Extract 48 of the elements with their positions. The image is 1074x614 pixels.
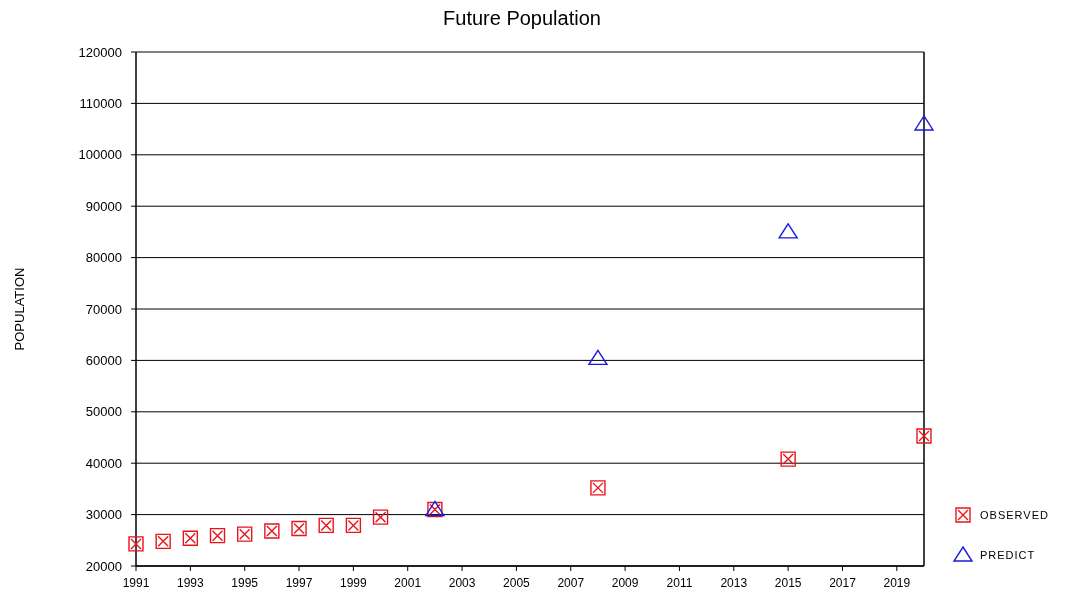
point — [590, 480, 606, 496]
point — [588, 349, 608, 366]
point — [209, 527, 226, 544]
legend-entry: PREDICT — [952, 545, 1036, 562]
x-tick-label: 2011 — [666, 576, 693, 590]
legend-label: PREDICT — [980, 548, 1036, 561]
y-tick-label: 20000 — [85, 558, 122, 574]
point — [778, 223, 798, 239]
y-tick-label: 40000 — [85, 455, 122, 471]
x-tick-label: 1997 — [285, 576, 313, 590]
x-tick-label: 1999 — [340, 576, 368, 590]
y-tick-label: 70000 — [85, 301, 122, 317]
y-tick-label: 80000 — [85, 250, 122, 266]
x-tick-label: 2009 — [611, 576, 639, 590]
point — [182, 530, 199, 546]
point — [236, 526, 253, 542]
y-tick-label: 120000 — [78, 44, 122, 60]
x-tick-label: 1991 — [122, 576, 150, 590]
chart-title: Future Population — [443, 7, 601, 29]
y-tick-label: 90000 — [85, 198, 122, 214]
x-tick-label: 2013 — [720, 576, 748, 590]
point — [372, 509, 389, 525]
x-tick-label: 2007 — [557, 576, 585, 590]
point — [155, 533, 171, 550]
point — [345, 517, 362, 534]
x-tick-label: 1993 — [176, 576, 205, 590]
point — [916, 428, 932, 444]
x-tick-label: 2015 — [774, 576, 802, 590]
y-tick-label: 110000 — [79, 95, 122, 111]
legend-entry: OBSERVED — [955, 507, 1049, 523]
point — [780, 451, 796, 467]
x-tick-label: 2017 — [829, 576, 857, 590]
x-tick-label: 2001 — [394, 576, 422, 590]
y-tick-label: 100000 — [78, 147, 122, 163]
legend-label: OBSERVED — [980, 508, 1049, 521]
y-tick-label: 30000 — [85, 507, 122, 523]
point — [128, 536, 144, 552]
y-tick-label: 50000 — [85, 404, 122, 420]
x-tick-label: 2019 — [883, 576, 911, 590]
x-tick-label: 2005 — [503, 576, 531, 590]
x-tick-label: 2003 — [448, 576, 476, 590]
x-tick-label: 1995 — [231, 576, 259, 590]
point — [914, 115, 934, 131]
y-tick-label: 60000 — [85, 352, 122, 368]
y-axis-title: POPULATION — [12, 267, 27, 351]
point — [318, 517, 334, 534]
point — [264, 523, 280, 539]
point — [291, 520, 307, 537]
